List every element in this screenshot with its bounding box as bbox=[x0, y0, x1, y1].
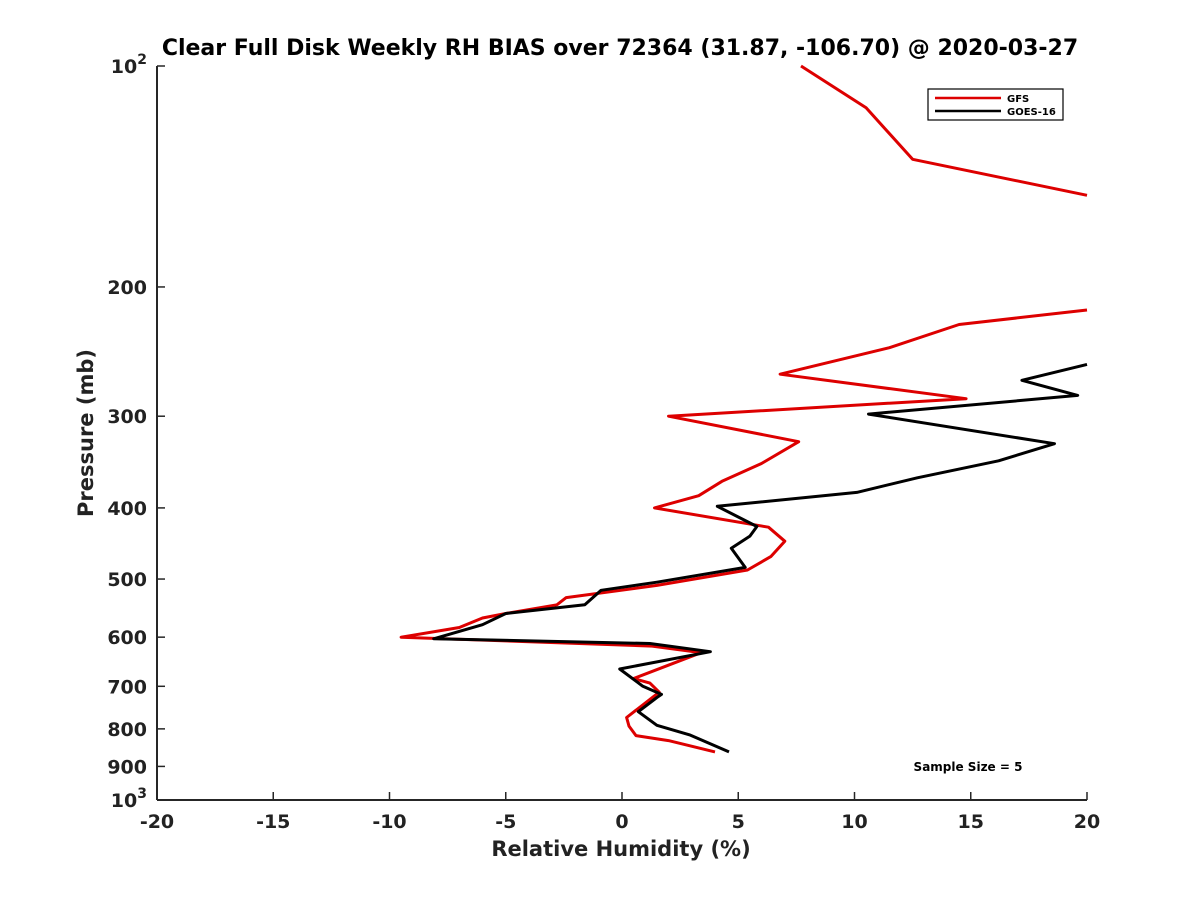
series-line-goes-16 bbox=[432, 362, 1088, 754]
y-tick-label: 200 bbox=[107, 277, 147, 299]
y-tick-label: 400 bbox=[107, 498, 147, 520]
x-tick-label: -20 bbox=[140, 811, 174, 833]
x-tick-label: -15 bbox=[256, 811, 290, 833]
y-tick-label: 300 bbox=[107, 406, 147, 428]
series-layer bbox=[399, 64, 1088, 754]
y-axis-label: Pressure (mb) bbox=[74, 349, 98, 517]
x-tick-label: 5 bbox=[732, 811, 745, 833]
y-tick-exponent: 2 bbox=[137, 52, 147, 68]
sample-size-annotation: Sample Size = 5 bbox=[914, 760, 1023, 774]
y-tick-label: 500 bbox=[107, 569, 147, 591]
x-axis-ticks: -20 -15 -10 -5 0 5 10 15 20 bbox=[140, 792, 1100, 833]
chart-title: Clear Full Disk Weekly RH BIAS over 7236… bbox=[162, 36, 1078, 61]
x-tick-label: -10 bbox=[372, 811, 406, 833]
x-tick-label: 20 bbox=[1074, 811, 1100, 833]
y-tick-label: 900 bbox=[107, 756, 147, 778]
x-tick-label: 0 bbox=[615, 811, 628, 833]
y-tick-label: 102 bbox=[111, 52, 147, 78]
x-axis-label: Relative Humidity (%) bbox=[491, 837, 750, 861]
y-tick-base: 10 bbox=[111, 790, 137, 812]
x-tick-label: 10 bbox=[841, 811, 867, 833]
legend-box bbox=[927, 88, 1064, 121]
legend-label-goes-16: GOES-16 bbox=[1007, 107, 1056, 118]
y-tick-exponent: 3 bbox=[137, 786, 147, 802]
legend: GFS GOES-16 bbox=[927, 88, 1064, 121]
legend-label-gfs: GFS bbox=[1007, 94, 1029, 105]
y-tick-label: 700 bbox=[107, 676, 147, 698]
y-tick-label: 600 bbox=[107, 627, 147, 649]
x-tick-label: -5 bbox=[495, 811, 516, 833]
x-tick-label: 15 bbox=[958, 811, 984, 833]
y-tick-label: 800 bbox=[107, 719, 147, 741]
y-tick-label: 103 bbox=[111, 786, 147, 812]
y-tick-base: 10 bbox=[111, 56, 137, 78]
series-line-gfs bbox=[399, 64, 1088, 754]
